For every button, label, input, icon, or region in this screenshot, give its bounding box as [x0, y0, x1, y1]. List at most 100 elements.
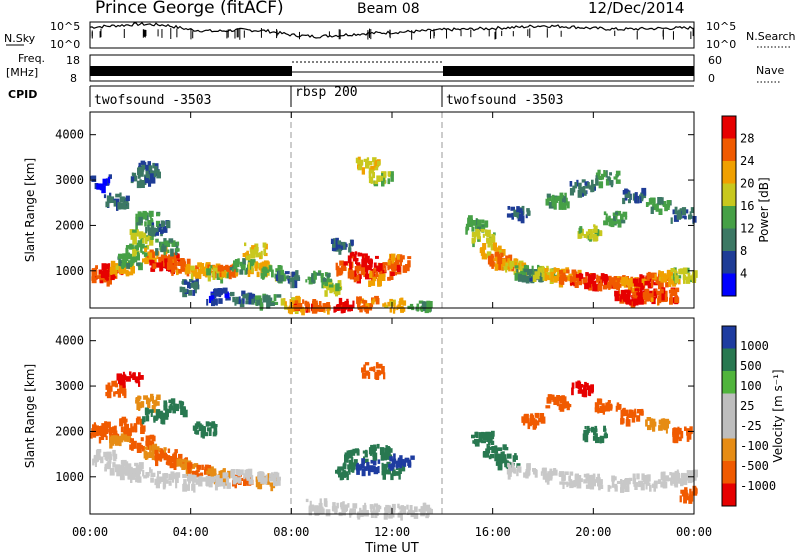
heatmap-cell [145, 169, 149, 176]
heatmap-cell [389, 307, 393, 313]
heatmap-cell [119, 473, 125, 481]
heatmap-cell [138, 231, 144, 239]
colorbar-tick-label: 20 [740, 177, 754, 191]
heatmap-cell [143, 450, 147, 456]
heatmap-cell [185, 267, 188, 274]
heatmap-cell [167, 462, 173, 466]
heatmap-cell [180, 407, 184, 415]
heatmap-cell [393, 303, 396, 311]
heatmap-cell [324, 272, 328, 277]
heatmap-cell [132, 172, 137, 177]
heatmap-cell [235, 296, 239, 303]
heatmap-cell [206, 268, 211, 276]
heatmap-cell [678, 478, 684, 483]
heatmap-cell [183, 288, 188, 293]
heatmap-cell [368, 303, 372, 310]
heatmap-cell [607, 176, 611, 181]
heatmap-cell [150, 411, 153, 417]
heatmap-cell [678, 268, 684, 275]
heatmap-cell [151, 225, 155, 230]
heatmap-cell [588, 385, 592, 391]
heatmap-cell [135, 222, 138, 230]
heatmap-cell [121, 263, 124, 270]
heatmap-cell [481, 219, 485, 224]
heatmap-cell [399, 462, 403, 469]
heatmap-cell [518, 213, 523, 220]
heatmap-cell [167, 448, 171, 453]
heatmap-cell [180, 266, 183, 272]
heatmap-cell [545, 198, 550, 206]
colorbar-segment [722, 116, 736, 139]
heatmap-cell [649, 484, 652, 492]
heatmap-cell [418, 300, 424, 304]
heatmap-cell [585, 182, 590, 189]
heatmap-cell [358, 159, 364, 166]
heatmap-cell [653, 282, 659, 286]
heatmap-cell [661, 293, 665, 301]
heatmap-cell [269, 473, 274, 478]
heatmap-cell [306, 301, 310, 305]
colorbar-segment [722, 371, 736, 394]
heatmap-cell [200, 472, 204, 477]
heatmap-cell [395, 471, 399, 476]
heatmap-cell [330, 284, 336, 292]
heatmap-cell [372, 506, 375, 514]
heatmap-cell [494, 445, 498, 451]
heatmap-cell [537, 267, 543, 271]
heatmap-cell [187, 281, 191, 289]
heatmap-cell [361, 458, 365, 465]
heatmap-cell [104, 464, 110, 470]
heatmap-cell [558, 405, 564, 410]
heatmap-cell [660, 418, 666, 425]
heatmap-cell [139, 180, 145, 188]
colorbar-tick-label: 8 [740, 244, 747, 258]
heatmap-cell [371, 447, 376, 453]
heatmap-cell [145, 472, 149, 477]
heatmap-cell [247, 468, 253, 477]
heatmap-cell [352, 508, 356, 514]
heatmap-cell [478, 434, 483, 443]
heatmap-cell [378, 263, 383, 271]
heatmap-cell [205, 421, 210, 427]
heatmap-cell [519, 263, 523, 268]
heatmap-cell [373, 268, 377, 274]
heatmap-cell [296, 295, 300, 303]
heatmap-cell [167, 249, 170, 253]
heatmap-cell [129, 371, 132, 376]
heatmap-cell [135, 213, 138, 219]
heatmap-cell [143, 475, 148, 479]
heatmap-cell [681, 492, 685, 497]
heatmap-cell [149, 434, 155, 439]
heatmap-cell [356, 512, 361, 518]
heatmap-cell [521, 416, 525, 423]
heatmap-cell [602, 284, 608, 290]
heatmap-cell [276, 478, 281, 486]
heatmap-cell [663, 292, 667, 297]
heatmap-cell [152, 444, 155, 451]
heatmap-cell [192, 289, 196, 296]
heatmap-cell [187, 470, 191, 475]
heatmap-cell [179, 401, 184, 409]
heatmap-cell [201, 266, 207, 271]
heatmap-cell [503, 447, 509, 451]
heatmap-cell [508, 467, 512, 474]
heatmap-cell [582, 278, 588, 284]
heatmap-cell [614, 278, 618, 283]
heatmap-cell [96, 455, 99, 462]
heatmap-cell [422, 307, 426, 312]
heatmap-cell [591, 179, 594, 185]
heatmap-cell [631, 281, 635, 287]
heatmap-cell [624, 487, 630, 492]
heatmap-cell [263, 248, 267, 256]
heatmap-cell [498, 262, 502, 271]
heatmap-cell [178, 453, 183, 461]
heatmap-cell [167, 409, 172, 414]
heatmap-cell [136, 262, 141, 266]
heatmap-cell [262, 270, 268, 277]
heatmap-cell [486, 229, 491, 237]
heatmap-cell [346, 298, 349, 302]
heatmap-cell [645, 202, 649, 207]
heatmap-cell [145, 452, 149, 460]
